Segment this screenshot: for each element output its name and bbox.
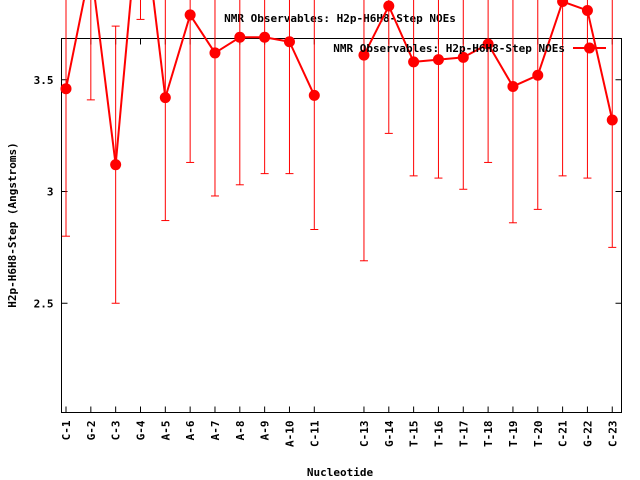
data-point [259, 31, 271, 43]
x-tick-label: A-9 [259, 421, 272, 441]
data-point [159, 92, 171, 104]
x-tick-label: A-10 [283, 421, 296, 448]
series-segment [387, 5, 415, 63]
x-tick-label: C-13 [358, 421, 371, 448]
y-tick-label: 3 [47, 186, 54, 199]
data-points [60, 0, 618, 171]
x-tick-label: C-1 [60, 420, 73, 440]
x-axis-ticks: C-1 G-2 C-3 G-4 A-5 A-6 A-7 A-8 A-9 A-10 C-11 C-13 G… [60, 38, 619, 448]
legend: NMR Observables: H2p-H6H8-Step NOEs [333, 42, 606, 55]
series-segment [586, 10, 614, 121]
chart-title: NMR Observables: H2p-H6H8-Step NOEs [224, 12, 456, 25]
data-point [581, 4, 593, 16]
data-point [557, 0, 569, 8]
y-axis-ticks: 2.533.544.55 [34, 74, 622, 310]
series-segment [65, 0, 85, 89]
x-tick-label: C-3 [110, 421, 123, 441]
x-tick-label: T-16 [432, 420, 445, 447]
data-point [184, 9, 196, 21]
y-tick-label: 3.5 [34, 74, 54, 87]
x-tick-label: A-5 [159, 421, 172, 441]
x-tick-label: A-6 [184, 420, 197, 440]
x-tick-label: G-22 [581, 421, 594, 448]
data-point [308, 89, 320, 101]
data-point [457, 51, 469, 63]
x-tick-label: T-20 [532, 421, 545, 448]
x-tick-label: G-4 [134, 420, 147, 440]
data-point [507, 80, 519, 92]
x-tick-label: C-21 [557, 420, 570, 447]
x-tick-label: T-18 [482, 421, 495, 448]
x-tick-label: G-2 [85, 421, 98, 441]
y-axis-label: H2p-H6H8-Step (Angstroms) [6, 142, 19, 308]
series-segment [288, 41, 316, 96]
data-point [60, 83, 72, 95]
x-axis-label: Nucleotide [307, 466, 374, 479]
x-tick-label: G-14 [383, 420, 396, 447]
data-point [283, 36, 295, 48]
data-point [234, 31, 246, 43]
series-segment [363, 5, 390, 56]
plot-frame [61, 38, 622, 413]
data-point [408, 56, 420, 68]
data-point [383, 0, 395, 12]
series-segment [152, 0, 167, 98]
data-point [358, 49, 370, 61]
series-segment [114, 0, 132, 165]
x-tick-label: A-8 [234, 421, 247, 441]
data-point [110, 159, 122, 171]
data-point [482, 38, 494, 50]
y-tick-label: 2.5 [34, 297, 54, 310]
data-point [532, 69, 544, 81]
x-tick-label: A-7 [209, 421, 222, 441]
series-segment [189, 14, 216, 54]
x-tick-label: C-23 [606, 421, 619, 448]
data-point [606, 114, 618, 126]
series-segment [164, 14, 192, 98]
x-tick-label: C-11 [308, 420, 321, 447]
x-tick-label: T-19 [507, 421, 520, 448]
series-segment [487, 43, 514, 87]
legend-marker [584, 42, 595, 54]
data-point [432, 54, 444, 66]
series-lines [65, 0, 614, 165]
data-point [209, 47, 221, 59]
x-tick-label: T-15 [408, 421, 421, 448]
series-segment [536, 1, 564, 76]
series-segment [94, 0, 117, 165]
legend-label: NMR Observables: H2p-H6H8-Step NOEs [333, 42, 565, 55]
x-tick-label: T-17 [457, 421, 470, 448]
